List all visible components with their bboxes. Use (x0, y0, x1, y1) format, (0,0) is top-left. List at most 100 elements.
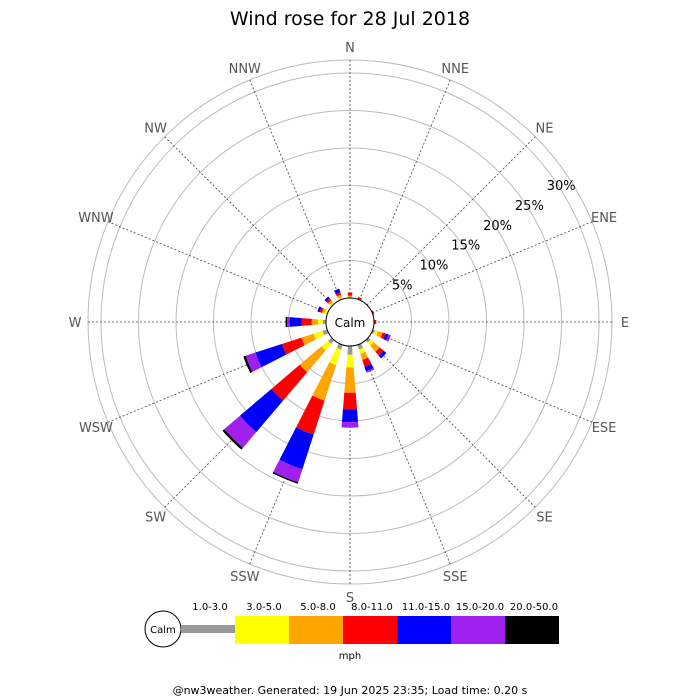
calm-circle: Calm (325, 297, 375, 347)
wind-bar-wnw-bin-3 (319, 307, 324, 313)
wind-bar-wsw-bin-2 (301, 333, 316, 346)
direction-label: S (346, 591, 354, 606)
legend-bin-label: 11.0-15.0 (402, 602, 450, 613)
wind-bar-ssw-bin-4 (279, 427, 314, 470)
legend-bin-label: 3.0-5.0 (246, 602, 281, 613)
legend-swatch (235, 616, 289, 644)
direction-label: SSW (230, 570, 260, 585)
wind-bar-wsw-bin-1 (313, 330, 325, 340)
wind-bar-w-bin-5 (287, 316, 290, 328)
legend-bin-label: 1.0-3.0 (192, 602, 227, 613)
wind-bar-nw-bin-2 (328, 300, 333, 305)
wind-bar-s-bin-1 (346, 354, 354, 368)
legend-swatch (505, 616, 559, 644)
wind-bar-se-bin-2 (370, 342, 380, 352)
wind-bar-ese-bin-2 (376, 331, 383, 338)
wind-bar-ssw-bin-6 (272, 471, 299, 484)
wind-bar-sse-bin-1 (358, 347, 366, 354)
direction-label: WSW (79, 421, 113, 436)
legend-swatch (289, 616, 343, 644)
direction-label: E (621, 316, 629, 331)
wind-bar-ese-bin-4 (383, 333, 389, 341)
wind-bar-s-bin-4 (341, 409, 359, 423)
wind-bar-w-bin-3 (301, 318, 312, 326)
direction-label: N (345, 41, 355, 56)
wind-bar-sse-bin-3 (362, 357, 372, 367)
direction-label: SW (145, 510, 166, 525)
wind-bar-sw-bin-4 (239, 388, 284, 433)
wind-bar-sw-bin-1 (321, 340, 332, 351)
calm-label: Calm (335, 316, 366, 330)
legend-swatch (343, 616, 397, 644)
wind-bar-sw-bin-5 (224, 415, 257, 448)
direction-label: NNW (229, 62, 261, 77)
percent-label: 10% (420, 259, 449, 274)
wind-bar-ese-bin-1 (373, 330, 379, 336)
percent-label: 25% (515, 199, 544, 214)
wind-bar-se-bin-0 (365, 337, 371, 343)
percent-labels: 5% 10%15%20%25%30% (392, 179, 576, 293)
wind-bar-nnw-bin-3 (335, 292, 342, 297)
wind-bar-s-bin-2 (344, 367, 356, 393)
legend-unit-label: mph (339, 651, 361, 662)
wind-bar-sse-bin-5 (365, 368, 375, 373)
wind-bars (222, 288, 391, 484)
wind-bar-ssw-bin-1 (329, 347, 342, 366)
direction-label: NE (535, 122, 553, 137)
wind-bar-n-bin-2 (347, 295, 353, 299)
wind-bar-se-bin-3 (375, 347, 384, 356)
wind-bar-nw-bin-1 (329, 301, 335, 307)
direction-label: W (69, 316, 82, 331)
direction-labels: N NNE NE ENE E ESE SE SSE S SSW SW WSW W WNW NW NNW (69, 41, 630, 606)
wind-bar-wsw-bin-0 (322, 329, 329, 336)
wind-bar-sse-bin-0 (357, 343, 364, 350)
wind-bar-wsw-bin-5 (245, 352, 262, 372)
wind-bar-wsw-bin-6 (243, 355, 253, 374)
wind-bar-sse-bin-2 (360, 351, 369, 360)
percent-label: 20% (483, 219, 512, 234)
direction-label: NNE (441, 62, 469, 77)
wind-bar-ssw-bin-5 (273, 459, 303, 483)
wind-bar-se-bin-1 (367, 339, 374, 346)
wind-bar-e-bin-3 (373, 319, 377, 325)
legend-swatch (397, 616, 451, 644)
legend-bin-label: 20.0-50.0 (510, 602, 558, 613)
direction-label: SE (536, 510, 552, 525)
wind-bar-sw-bin-3 (271, 364, 308, 401)
direction-label: WNW (78, 211, 114, 226)
wind-bar-wnw-bin-4 (317, 306, 322, 313)
percent-label: 15% (451, 239, 480, 254)
legend-swatch (181, 625, 235, 633)
wind-bar-se-bin-4 (378, 350, 387, 359)
wind-bar-nne-bin-3 (357, 296, 363, 301)
legend-bin-label: 15.0-20.0 (456, 602, 504, 613)
wind-bar-ene-bin-3 (371, 310, 375, 315)
wind-bar-nw-bin-4 (324, 296, 330, 302)
legend-bin-label: 8.0-11.0 (351, 602, 393, 613)
wind-bar-nnw-bin-4 (334, 288, 341, 295)
wind-bar-wnw-bin-2 (321, 308, 326, 314)
wind-bar-nnw-bin-2 (336, 294, 342, 299)
percent-label: 30% (547, 179, 576, 194)
wind-bar-ese-bin-5 (386, 334, 391, 342)
percent-label: 5% (392, 278, 413, 293)
direction-label: SSE (443, 570, 468, 585)
wind-bar-wsw-bin-3 (281, 337, 305, 355)
wind-bar-sse-bin-4 (364, 363, 374, 372)
wind-bar-ssw-bin-0 (336, 343, 343, 350)
legend-swatch (451, 616, 505, 644)
wind-bar-s-bin-0 (347, 345, 353, 355)
wind-bar-nnw-bin-1 (337, 296, 343, 301)
wind-bar-w-bin-0 (322, 319, 327, 325)
wind-bar-w-bin-6 (285, 316, 288, 328)
wind-bar-ssw-bin-2 (312, 362, 337, 401)
wind-bar-nw-bin-3 (326, 298, 332, 304)
grid-ring (138, 110, 562, 534)
direction-label: ESE (592, 421, 617, 436)
wind-bar-sw-bin-2 (299, 346, 326, 373)
wind-bar-w-bin-1 (318, 319, 323, 325)
wind-bar-ese-bin-0 (371, 329, 376, 335)
wind-bar-w-bin-4 (289, 317, 302, 327)
wind-bar-wsw-bin-4 (255, 344, 287, 368)
